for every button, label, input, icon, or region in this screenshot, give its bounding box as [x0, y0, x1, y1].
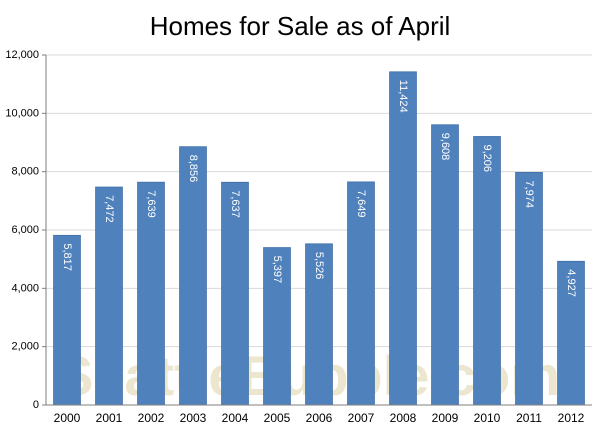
bar-2010 [473, 136, 501, 406]
bar-value-label: 7,974 [523, 180, 535, 208]
y-tick-label: 12,000 [5, 49, 39, 61]
bar-value-label: 5,397 [271, 256, 283, 284]
y-tick-label: 6,000 [11, 224, 39, 236]
bar-value-label: 11,424 [397, 80, 409, 113]
x-tick-label: 2002 [138, 411, 165, 425]
x-tick-label: 2009 [432, 411, 459, 425]
y-tick-label: 10,000 [5, 107, 39, 119]
x-tick-label: 2003 [180, 411, 207, 425]
y-axis: 0 2,000 4,000 6,000 8,000 10,000 12,000 [5, 49, 47, 411]
x-tick-label: 2000 [54, 411, 81, 425]
y-tick-label: 4,000 [11, 282, 39, 294]
bar-2000 [53, 234, 81, 406]
y-tick-label: 2,000 [11, 341, 39, 353]
bar-value-label: 5,526 [313, 252, 325, 280]
x-tick-label: 2011 [516, 411, 542, 425]
bar-value-label: 7,649 [355, 190, 367, 218]
bar-2001 [95, 186, 123, 406]
x-tick-label: 2012 [558, 411, 585, 425]
x-tick-label: 2008 [390, 411, 417, 425]
bar-2011 [515, 172, 543, 406]
bars [53, 71, 585, 406]
x-tick-label: 2006 [306, 411, 333, 425]
x-tick-label: 2004 [222, 411, 249, 425]
x-tick-label: 2010 [474, 411, 501, 425]
x-tick-label: 2005 [264, 411, 291, 425]
chart-title: Homes for Sale as of April [150, 11, 451, 41]
bar-value-label: 9,608 [439, 133, 451, 161]
bar-2003 [179, 146, 207, 406]
bar-value-label: 7,639 [145, 190, 157, 218]
x-tick-label: 2007 [348, 411, 375, 425]
bar-value-label: 5,817 [61, 243, 73, 271]
y-tick-label: 0 [33, 399, 39, 411]
bar-value-label: 7,637 [229, 190, 241, 218]
bar-2007 [347, 181, 375, 406]
y-tick-label: 8,000 [11, 166, 39, 178]
bar-2002 [137, 181, 165, 406]
bar-value-label: 4,927 [565, 269, 577, 297]
x-axis: 2000 2001 2002 2003 2004 2005 2006 2007 2008 2009… [46, 404, 592, 425]
bar-2006 [305, 243, 333, 406]
bar-value-labels: 5,817 7,472 7,639 8,856 7,637 5,397 5,526 7,649… [61, 80, 577, 297]
bar-value-label: 9,206 [481, 144, 493, 172]
bar-value-label: 7,472 [103, 195, 115, 223]
bar-value-label: 8,856 [187, 155, 199, 183]
x-tick-label: 2001 [96, 411, 123, 425]
bar-2008 [389, 71, 417, 406]
bar-2009 [431, 124, 459, 406]
